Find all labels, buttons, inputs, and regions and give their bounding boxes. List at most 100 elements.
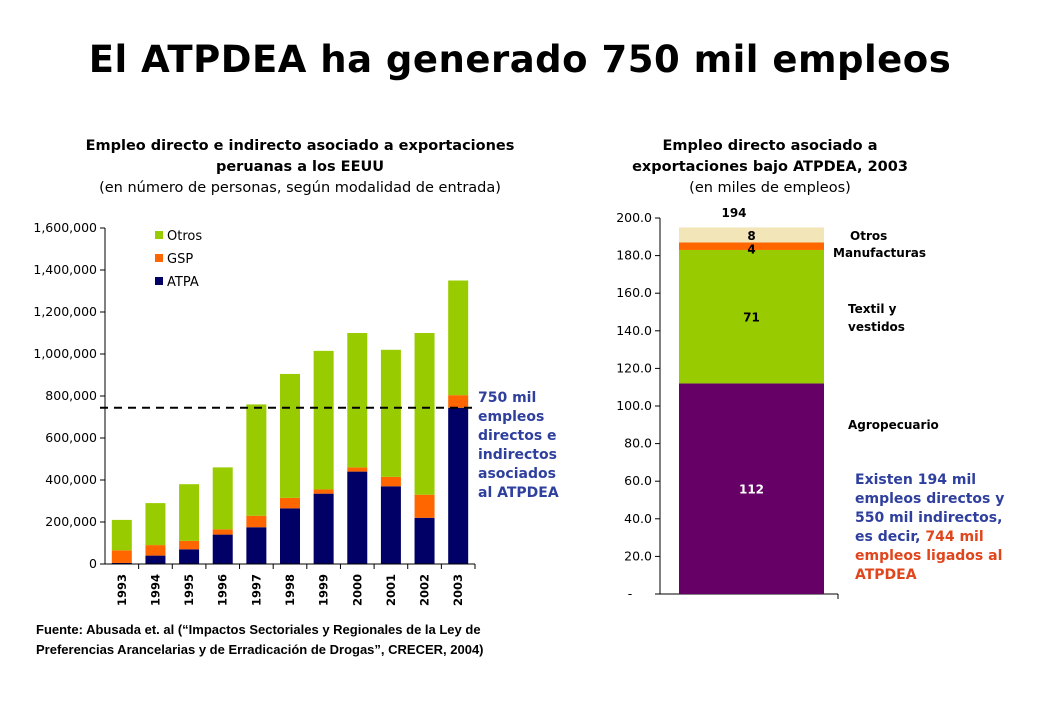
y-tick-label: -: [628, 586, 633, 601]
y-tick-label: 140.0: [616, 323, 652, 338]
x-tick-label: 1995: [182, 574, 196, 606]
left-chart-title-line2: peruanas a los EEUU: [215, 159, 385, 175]
y-tick-label: 1,600,000: [33, 220, 97, 235]
right-note-line: empleos ligados al: [855, 548, 1003, 564]
bar-atpa: [313, 493, 334, 564]
source-line: Fuente: Abusada et. al (“Impactos Sector…: [36, 622, 481, 637]
total-value-label: 194: [721, 206, 746, 220]
right-note-line: ATPDEA: [855, 567, 917, 583]
y-tick-label: 0: [89, 556, 97, 571]
left-chart-subtitle: (en número de personas, según modalidad …: [99, 180, 501, 196]
bar-atpa: [414, 517, 435, 564]
right-chart-subtitle: (en miles de empleos): [689, 180, 851, 196]
left-annotation-line: asociados: [478, 466, 556, 482]
left-chart-title: Empleo directo e indirecto asociado a ex…: [40, 136, 560, 199]
series-label-agropecuario: Agropecuario: [848, 418, 939, 432]
y-tick-label: 200,000: [45, 514, 97, 529]
right-note-line: empleos directos y: [855, 491, 1005, 507]
x-tick-label: 2003: [451, 574, 465, 606]
y-tick-label: 160.0: [616, 285, 652, 300]
left-annotation: 750 mil empleos directos e indirectos as…: [478, 389, 578, 503]
source-line: Preferencias Arancelarias y de Erradicac…: [36, 642, 484, 657]
bar-otros: [313, 350, 334, 490]
bar-otros: [414, 333, 435, 495]
data-label-agropecuario: 112: [739, 483, 764, 497]
left-stacked-bar-chart: 0 200,000 400,000 600,000 800,000 1,000,000 1,…: [33, 220, 476, 606]
left-annotation-line: empleos: [478, 409, 545, 425]
bar-atpa: [246, 527, 267, 564]
left-annotation-line: directos e: [478, 428, 557, 444]
x-tick-label: 1994: [148, 574, 162, 606]
x-tick-label: 2000: [350, 574, 364, 606]
data-label-manufacturas: 4: [747, 242, 755, 256]
bar-otros: [145, 503, 166, 546]
bar-atpa: [448, 407, 469, 564]
x-tick-label: 1997: [249, 574, 263, 606]
bar-otros: [246, 404, 267, 516]
right-note-line: Existen 194 mil: [855, 472, 977, 488]
bar-atpa: [212, 534, 233, 564]
bar-gsp: [448, 395, 469, 408]
slide-title: El ATPDEA ha generado 750 mil empleos: [88, 38, 952, 81]
y-tick-label: 40.0: [624, 511, 652, 526]
bar-otros: [111, 519, 132, 551]
left-annotation-line: 750 mil: [478, 390, 537, 406]
y-tick-label: 400,000: [45, 472, 97, 487]
y-tick-label: 20.0: [624, 548, 652, 563]
bar-atpa: [145, 555, 166, 564]
bar-gsp: [246, 515, 267, 528]
bar-segment-textil: [679, 249, 824, 384]
bar-atpa: [380, 486, 401, 564]
bar-atpa: [111, 562, 132, 564]
bar-otros: [448, 280, 469, 396]
right-note-line: es decir, 744 mil: [855, 528, 1040, 547]
y-tick-label: 120.0: [616, 360, 652, 375]
series-label-otros: Otros: [850, 229, 887, 243]
bar-segment-manufacturas: [679, 242, 824, 250]
bar-otros: [380, 349, 401, 477]
right-chart-title-line2: exportaciones bajo ATPDEA, 2003: [632, 159, 908, 175]
bar-gsp: [179, 540, 200, 550]
x-tick-label: 1993: [115, 574, 129, 606]
legend-label-gsp: GSP: [167, 252, 193, 267]
source-note: Fuente: Abusada et. al (“Impactos Sector…: [36, 620, 606, 660]
y-tick-label: 1,000,000: [33, 346, 97, 361]
bar-gsp: [313, 489, 334, 494]
bar-segment-agropecuario: [679, 383, 824, 594]
x-tick-label: 2002: [418, 574, 432, 606]
right-chart-title: Empleo directo asociado a exportaciones …: [610, 136, 930, 199]
bar-atpa: [280, 508, 300, 564]
series-label-textil: Textil y: [848, 302, 897, 316]
legend-label-otros: Otros: [167, 229, 202, 244]
bar-atpa: [347, 471, 368, 564]
left-annotation-line: indirectos: [478, 447, 557, 463]
right-stacked-bar-chart: - 20.0 40.0 60.0 80.0 100.0 120.0 140.0 160.0 180…: [616, 206, 939, 601]
bar-gsp: [414, 494, 435, 518]
left-annotation-line: al ATPDEA: [478, 485, 559, 501]
right-note-prefix: es decir,: [855, 529, 926, 545]
x-tick-label: 1999: [317, 574, 331, 606]
right-note-highlight: 744 mil: [925, 529, 984, 545]
data-label-textil: 71: [743, 311, 760, 325]
bar-gsp: [111, 550, 132, 563]
bar-atpa: [179, 549, 200, 564]
y-tick-label: 200.0: [616, 210, 652, 225]
series-label-manufacturas: Manufacturas: [833, 246, 926, 260]
y-tick-label: 60.0: [624, 473, 652, 488]
legend-swatch-atpa: [155, 277, 163, 285]
bar-gsp: [380, 476, 401, 487]
right-chart-title-line1: Empleo directo asociado a: [662, 138, 878, 154]
right-note-line: 550 mil indirectos,: [855, 510, 1003, 526]
y-tick-label: 600,000: [45, 430, 97, 445]
y-tick-label: 80.0: [624, 436, 652, 451]
x-tick-label: 1996: [216, 574, 230, 606]
bar-gsp: [212, 529, 233, 535]
bar-otros: [280, 373, 300, 498]
y-tick-label: 1,200,000: [33, 304, 97, 319]
bar-otros: [179, 484, 200, 541]
legend-swatch-otros: [155, 231, 163, 239]
bar-gsp: [280, 497, 300, 509]
right-note: Existen 194 mil empleos directos y 550 m…: [855, 471, 1040, 585]
x-tick-label: 1998: [283, 574, 297, 606]
y-tick-label: 180.0: [616, 248, 652, 263]
